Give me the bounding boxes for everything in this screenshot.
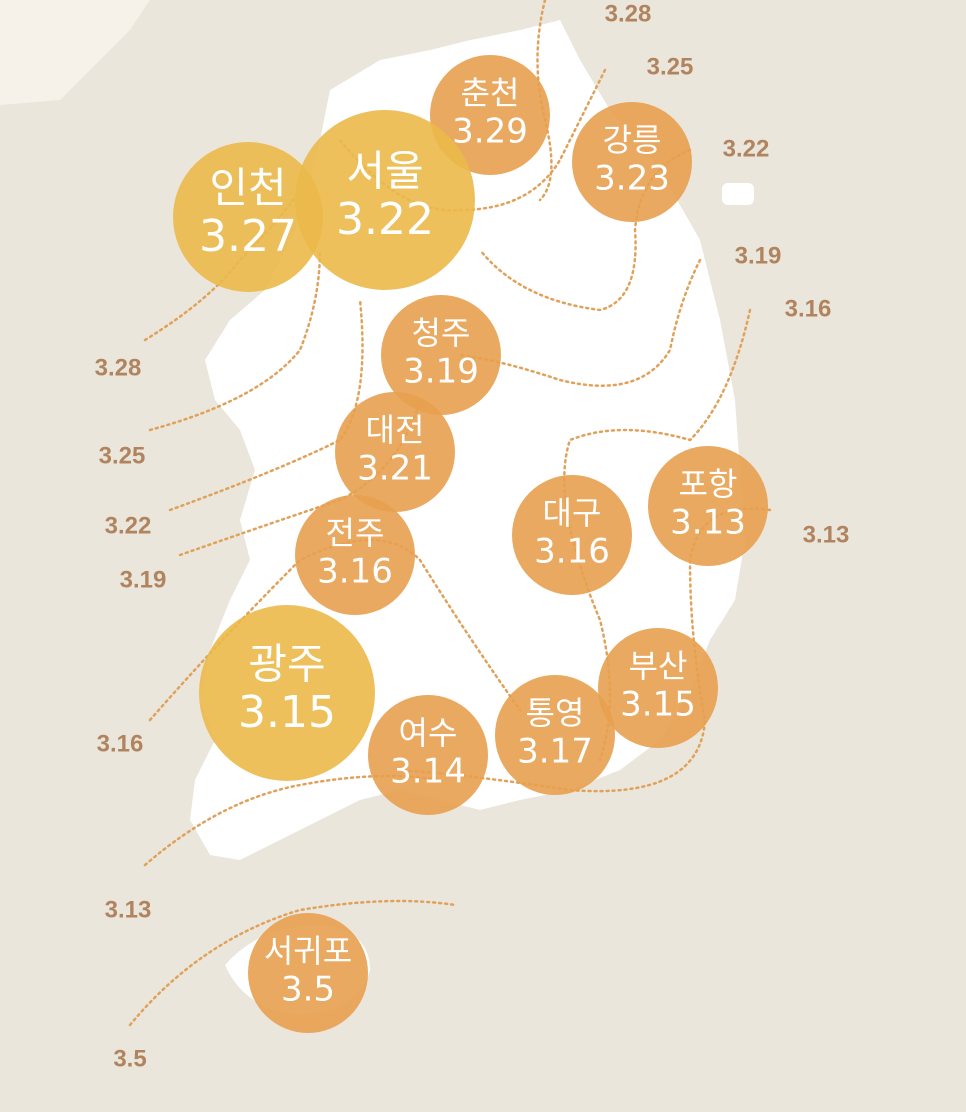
- cities: 춘천3.29 강릉3.23인천3.27서울3.22청주3.19대전3.21전주3.…: [173, 55, 768, 1033]
- city-marker: 포항3.13: [648, 446, 768, 566]
- land-north-west: [0, 0, 150, 105]
- city-circle: [368, 695, 488, 815]
- city-value: 3.16: [317, 552, 393, 592]
- city-value: 3.17: [517, 732, 593, 772]
- city-value: 3.15: [238, 687, 336, 738]
- contour-line: [168, 298, 364, 512]
- contour-label: 3.22: [723, 135, 770, 162]
- city-marker: 여수3.14: [368, 695, 488, 815]
- city-circle: [572, 102, 692, 222]
- contour-label: 3.25: [99, 442, 146, 469]
- contour-line: [128, 899, 457, 1027]
- city-name: 강릉: [603, 121, 662, 159]
- city-name: 서귀포: [264, 932, 352, 970]
- city-marker: 전주3.16: [295, 495, 415, 615]
- city-value: 3.23: [594, 159, 670, 199]
- contour-label: 3.16: [97, 730, 144, 757]
- city-value: 3.27: [199, 211, 297, 262]
- city-name: 인천: [209, 164, 286, 213]
- city-name: 전주: [326, 514, 385, 552]
- city-marker: 부산3.15: [598, 628, 718, 748]
- city-circle: [295, 110, 475, 290]
- city-circle: [512, 475, 632, 595]
- city-value: 3.16: [534, 532, 610, 572]
- contour-label: 3.28: [95, 354, 142, 381]
- contour-label: 3.16: [785, 295, 832, 322]
- city-value: 3.5: [281, 970, 335, 1010]
- city-name: 춘천: [461, 74, 520, 112]
- city-marker: 서울3.22: [295, 110, 475, 290]
- contour-label: 3.19: [735, 242, 782, 269]
- city-marker: 대구3.16: [512, 475, 632, 595]
- city-name: 광주: [248, 640, 325, 689]
- city-value: 3.19: [403, 352, 479, 392]
- city-circle: [648, 446, 768, 566]
- contour-label: 3.13: [105, 896, 152, 923]
- city-marker: 인천3.27: [173, 142, 323, 292]
- city-value: 3.21: [357, 449, 433, 489]
- city-circle: [199, 605, 375, 781]
- city-marker: 청주3.19: [381, 295, 501, 415]
- contour-line: [143, 774, 442, 867]
- city-circle: [598, 628, 718, 748]
- city-circle: [173, 142, 323, 292]
- city-marker: 춘천3.29: [430, 55, 550, 175]
- land-edge: [0, 0, 600, 110]
- city-circle: [335, 392, 455, 512]
- city-name: 서울: [346, 147, 423, 196]
- city-marker: 광주3.15: [199, 605, 375, 781]
- city-circle: [430, 55, 550, 175]
- city-marker: 대전3.21: [335, 392, 455, 512]
- city-value: 3.22: [336, 194, 434, 245]
- city-value: 3.15: [620, 685, 696, 725]
- city-circle: [381, 295, 501, 415]
- city-circle: [495, 675, 615, 795]
- city-name: 부산: [629, 647, 688, 685]
- city-name: 여수: [399, 714, 458, 752]
- city-name: 청주: [412, 314, 471, 352]
- contour-label: 3.19: [120, 566, 167, 593]
- contour-line: [148, 248, 322, 432]
- city-name: 대전: [366, 411, 425, 449]
- contour-line: [458, 258, 702, 387]
- city-name: 대구: [543, 494, 602, 532]
- city-value: 3.29: [452, 112, 528, 152]
- city-marker: 강릉3.23: [572, 102, 692, 222]
- city-value: 3.14: [390, 752, 466, 792]
- contour-labels: 3.283.253.223.193.163.133.283.253.223.19…: [95, 0, 850, 1072]
- city-circle: [248, 913, 368, 1033]
- city-name: 포항: [679, 465, 738, 503]
- city-value: 3.13: [670, 503, 746, 543]
- city-marker: 통영3.17: [495, 675, 615, 795]
- contour-label: 3.25: [647, 53, 694, 80]
- contour-label: 3.22: [105, 512, 152, 539]
- contour-label: 3.5: [113, 1045, 146, 1072]
- land-island: [722, 183, 754, 205]
- contour-label: 3.13: [803, 521, 850, 548]
- city-name: 통영: [526, 694, 585, 732]
- contour-label: 3.28: [605, 0, 652, 27]
- city-circle: [295, 495, 415, 615]
